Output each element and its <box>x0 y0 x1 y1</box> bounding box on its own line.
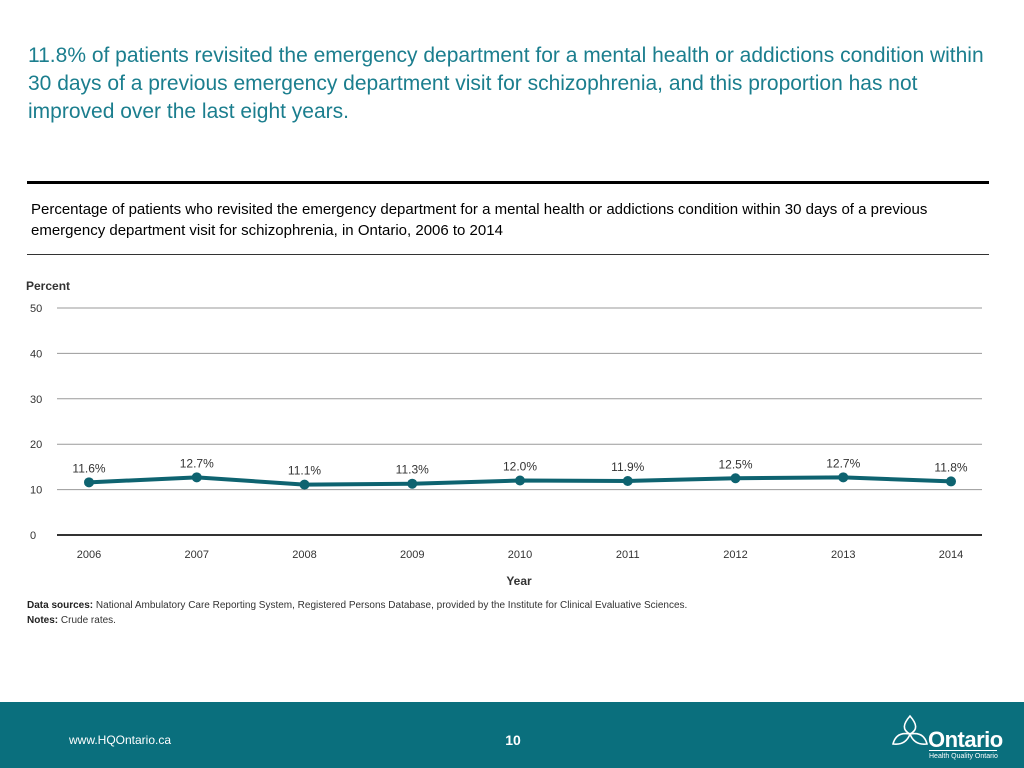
data-sources: Data sources: National Ambulatory Care R… <box>27 600 687 611</box>
data-point-2014 <box>946 476 956 487</box>
data-label-2011: 11.9% <box>611 460 644 474</box>
headline: 11.8% of patients revisited the emergenc… <box>28 44 984 123</box>
data-label-2008: 11.1% <box>288 464 321 478</box>
notes-text: Crude rates. <box>60 615 116 626</box>
trillium-icon <box>892 714 928 745</box>
data-point-2010 <box>515 475 525 486</box>
data-label-2010: 12.0% <box>503 460 537 474</box>
data-label-2012: 12.5% <box>718 457 752 471</box>
logo-divider <box>929 750 997 751</box>
data-label-2013: 12.7% <box>826 456 860 470</box>
y-axis-label: Percent <box>26 279 70 293</box>
data-sources-text: National Ambulatory Care Reporting Syste… <box>95 600 688 611</box>
x-tick-label-2007: 2007 <box>185 549 209 561</box>
logo-tagline: Health Quality Ontario <box>929 753 998 760</box>
data-point-2006 <box>84 477 94 488</box>
data-point-2007 <box>191 472 202 483</box>
data-label-2006: 11.6% <box>72 461 105 475</box>
data-point-2013 <box>838 472 849 483</box>
data-label-2014: 11.8% <box>934 460 967 474</box>
chart-subtitle: Percentage of patients who revisited the… <box>31 201 928 239</box>
data-point-2008 <box>299 479 310 490</box>
data-label-2007: 12.7% <box>180 456 214 470</box>
y-tick-label-0: 0 <box>30 530 36 542</box>
data-point-2009 <box>407 478 418 489</box>
footer-url[interactable]: www.HQOntario.ca <box>69 733 172 747</box>
x-tick-label-2010: 2010 <box>508 549 532 561</box>
x-tick-label-2011: 2011 <box>616 549 640 561</box>
notes: Notes: Crude rates. <box>27 615 116 626</box>
line-chart: Percent Year 0 10 20 30 40 50 2006 2007 2008 200… <box>26 279 982 588</box>
y-tick-label-50: 50 <box>30 303 42 315</box>
page-number: 10 <box>505 732 521 748</box>
ontario-logo: Ontario Health Quality Ontario <box>888 710 1003 766</box>
data-label-2009: 11.3% <box>396 463 429 477</box>
x-tick-label-2014: 2014 <box>939 549 963 561</box>
x-tick-label-2009: 2009 <box>400 549 424 561</box>
data-point-2012 <box>730 473 741 484</box>
data-point-2011 <box>622 475 633 486</box>
notes-label: Notes: <box>27 615 59 626</box>
logo-wordmark: Ontario <box>928 727 1003 752</box>
y-tick-label-30: 30 <box>30 394 42 406</box>
data-sources-label: Data sources: <box>27 600 94 611</box>
footnotes: Data sources: National Ambulatory Care R… <box>27 598 987 628</box>
x-tick-label-2013: 2013 <box>831 549 855 561</box>
x-tick-label-2006: 2006 <box>77 549 101 561</box>
bottom-rule <box>27 254 989 255</box>
y-tick-label-10: 10 <box>30 485 42 497</box>
x-tick-label-2012: 2012 <box>723 549 747 561</box>
top-rule <box>27 181 989 184</box>
y-tick-label-40: 40 <box>30 348 42 360</box>
x-axis-label: Year <box>506 574 532 588</box>
footer-bar: www.HQOntario.ca 10 Ontario Health Quali… <box>0 702 1024 768</box>
x-tick-label-2008: 2008 <box>292 549 316 561</box>
y-tick-label-20: 20 <box>30 439 42 451</box>
